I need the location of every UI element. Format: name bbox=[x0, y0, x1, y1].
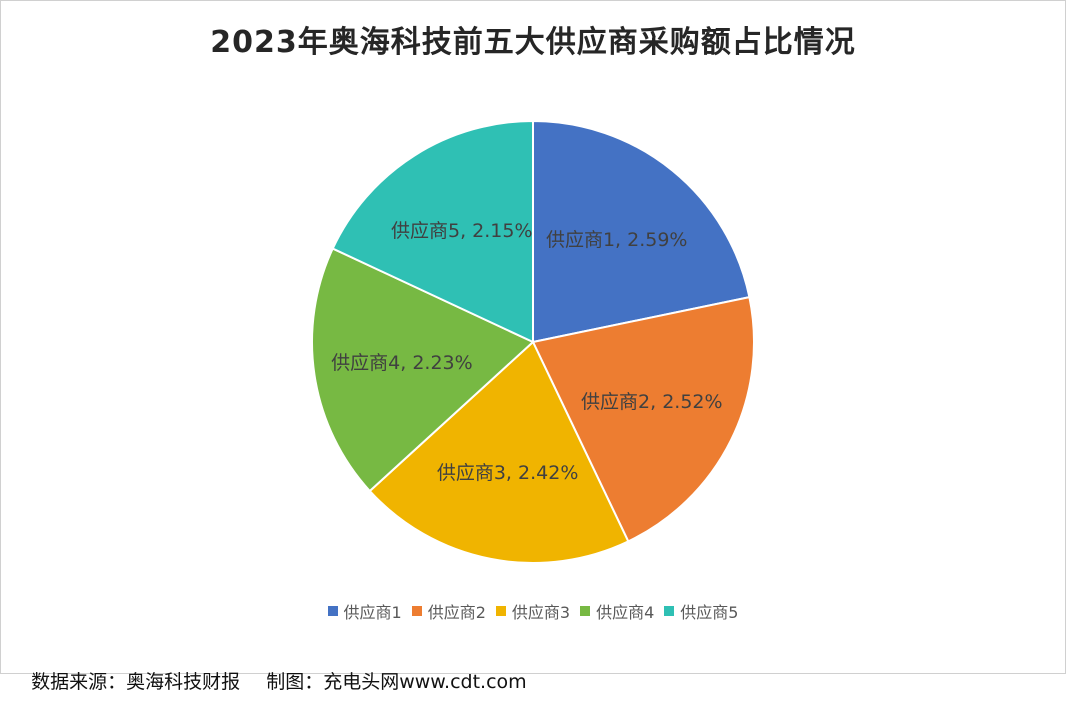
pie-slice-1 bbox=[532, 119, 751, 344]
legend-label: 供应商2 bbox=[427, 603, 486, 622]
credit-note: 制图：充电头网www.cdt.com bbox=[266, 671, 527, 693]
legend-item-3: 供应商3 bbox=[495, 599, 571, 623]
pie-chart: 供应商1, 2.59% 供应商2, 2.52% 供应商3, 2.42% 供应商4, 2… bbox=[311, 119, 755, 564]
data-label-1: 供应商1, 2.59% bbox=[546, 229, 688, 251]
legend-label: 供应商3 bbox=[511, 603, 571, 622]
data-label-5: 供应商5, 2.15% bbox=[391, 220, 533, 242]
source-note: 数据来源：奥海科技财报 bbox=[31, 671, 241, 693]
legend-item-1: 供应商1 bbox=[327, 599, 402, 623]
legend-label: 供应商5 bbox=[680, 603, 739, 622]
pie-slice-3 bbox=[368, 340, 630, 564]
legend-label: 供应商4 bbox=[596, 603, 655, 622]
legend-swatch bbox=[327, 606, 338, 616]
legend-swatch bbox=[580, 606, 591, 616]
footer: 数据来源：奥海科技财报 制图：充电头网www.cdt.com bbox=[7, 645, 527, 716]
pie-slice-2 bbox=[531, 295, 755, 543]
data-label-4: 供应商4, 2.23% bbox=[331, 352, 473, 374]
legend-item-2: 供应商2 bbox=[411, 599, 486, 623]
legend-swatch bbox=[495, 606, 506, 616]
legend: 供应商1 供应商2 供应商3 供应商4 供应商5 bbox=[1, 599, 1065, 623]
legend-swatch bbox=[411, 606, 422, 616]
chart-title: 2023年奥海科技前五大供应商采购额占比情况 bbox=[210, 25, 856, 60]
legend-label: 供应商1 bbox=[343, 603, 402, 622]
data-label-3: 供应商3, 2.42% bbox=[437, 462, 579, 484]
pie-slice-4 bbox=[311, 247, 535, 493]
legend-swatch bbox=[664, 606, 675, 616]
legend-item-5: 供应商5 bbox=[664, 599, 738, 623]
legend-item-4: 供应商4 bbox=[580, 599, 654, 623]
chart-frame: 2023年奥海科技前五大供应商采购额占比情况 供应商1, 2.59% 供应商2, … bbox=[0, 0, 1066, 693]
pie-slice-5 bbox=[331, 119, 534, 344]
data-label-2: 供应商2, 2.52% bbox=[581, 391, 723, 413]
